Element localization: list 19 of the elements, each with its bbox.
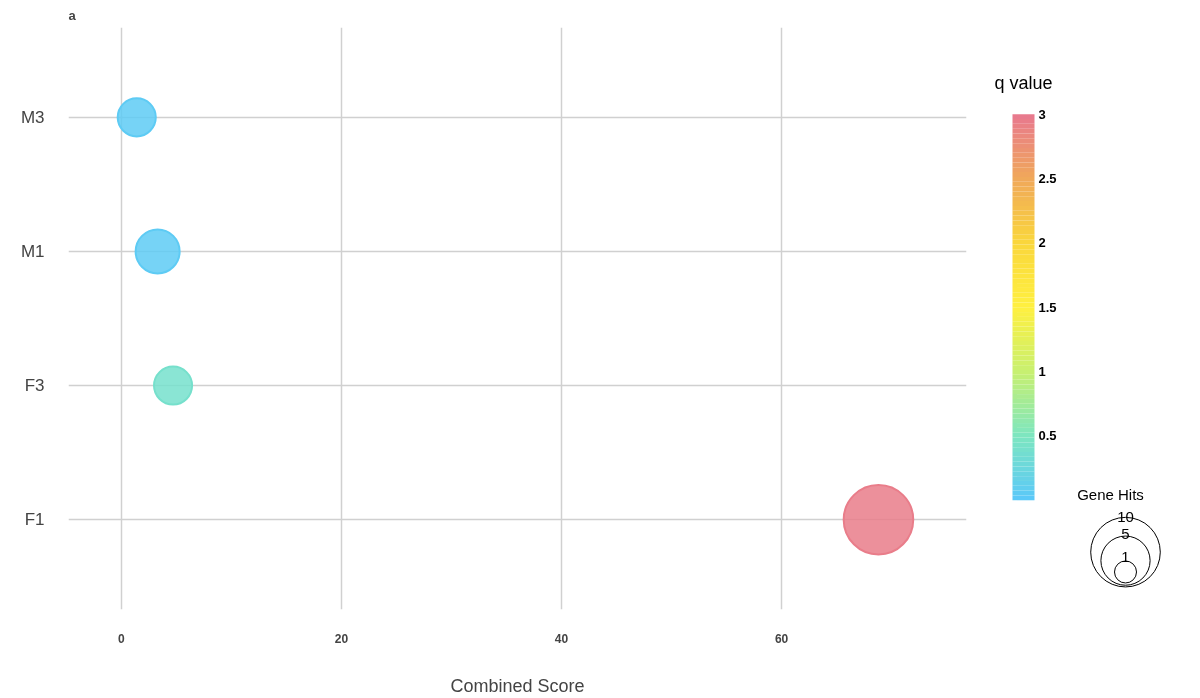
color-bar-label: 2 [1038, 235, 1046, 251]
color-bar-label: 2.5 [1038, 171, 1057, 187]
x-tick-label: 40 [554, 631, 569, 646]
x-axis-title: Combined Score [450, 675, 585, 696]
y-tick-label: F3 [24, 376, 45, 396]
color-bar-label: 3 [1038, 106, 1046, 122]
y-tick-label: F1 [24, 510, 45, 530]
legend-label: 1 [1121, 547, 1130, 565]
color-bar-label: 0.5 [1038, 428, 1057, 444]
x-tick-label: 60 [774, 631, 789, 646]
y-tick-label: M3 [20, 107, 45, 127]
x-tick-label: 0 [117, 631, 125, 646]
legend-title: Gene Hits [1077, 485, 1144, 503]
y-tick-label: M1 [20, 241, 45, 261]
color-bar-label: 1.5 [1038, 299, 1057, 315]
chart-title: a [68, 7, 77, 23]
color-bar-label: 1 [1038, 364, 1046, 380]
x-tick-label: 20 [334, 631, 349, 646]
color-bar-title: q value [994, 72, 1053, 93]
